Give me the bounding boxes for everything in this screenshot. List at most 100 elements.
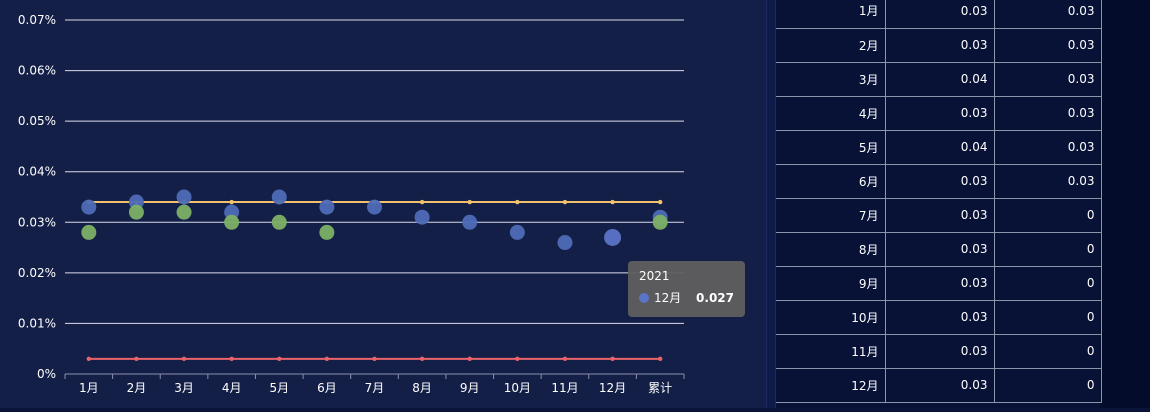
scatter-point-2021 [414,209,430,225]
tooltip-value: 0.027 [696,290,734,305]
value-b-cell: 0.03 [994,130,1102,165]
table-row: 7月 0.03 0 [776,198,1102,233]
value-b-cell: 0.03 [994,0,1102,29]
x-tick-label: 3月 [174,381,194,395]
month-cell: 11月 [776,334,886,369]
chart-tooltip: 2021 12月 0.027 [628,261,745,317]
value-a-cell: 0.03 [885,368,995,403]
line-marker-baseline [372,356,377,362]
value-a-cell: 0.03 [885,28,995,63]
y-tick-label: 0.04% [18,165,56,179]
month-cell: 7月 [776,198,886,233]
value-a-cell: 0.03 [885,198,995,233]
month-cell: 12月 [776,368,886,403]
value-a-cell: 0.03 [885,266,995,301]
line-marker-baseline [610,356,615,362]
month-cell: 1月 [776,0,886,29]
table-row: 12月 0.03 0 [776,368,1102,403]
table-row: 6月 0.03 0.03 [776,164,1102,199]
value-a-cell: 0.03 [885,334,995,369]
scatter-point-2021 [176,189,192,205]
data-table: 1月 0.03 0.03 2月 0.03 0.03 3月 0.04 0.03 4月 0.03 0.03… [776,0,1102,403]
line-marker-target [467,199,472,205]
panel-divider[interactable] [766,0,776,408]
x-tick-label: 8月 [412,381,432,395]
x-tick-label: 4月 [222,381,242,395]
value-a-cell: 0.03 [885,300,995,335]
tooltip-title: 2021 [639,269,670,283]
scatter-point-2021 [319,199,335,215]
y-tick-label: 0.05% [18,114,56,128]
value-b-cell: 0 [994,334,1102,369]
scatter-point-2020 [81,224,97,240]
y-tick-label: 0.03% [18,215,56,229]
line-marker-target [657,199,663,205]
scatter-point-2020 [319,224,335,240]
line-marker-target [419,199,425,205]
x-tick-label: 11月 [551,381,578,395]
table-row: 5月 0.04 0.03 [776,130,1102,165]
chart-panel: 0% 0.01% 0.02% 0.03% 0.04% 0.05% 0.06% 0.07% 1月 2… [0,0,766,408]
x-tick-label: 6月 [317,381,337,395]
month-cell: 6月 [776,164,886,199]
table-row: 1月 0.03 0.03 [776,0,1102,29]
x-tick-label: 5月 [269,381,289,395]
line-marker-baseline [229,356,234,362]
x-tick-label: 1月 [79,381,99,395]
month-cell: 4月 [776,96,886,131]
x-tick-label: 10月 [504,381,531,395]
scatter-point-2020 [652,214,668,230]
line-marker-baseline [324,356,330,362]
scatter-point-2020 [224,214,240,230]
line-marker-baseline [181,356,187,362]
scatter-point-2021 [604,228,622,246]
scatter-point-2021 [367,199,382,215]
value-a-cell: 0.03 [885,0,995,29]
value-b-cell: 0.03 [994,164,1102,199]
scatter-chart: 0% 0.01% 0.02% 0.03% 0.04% 0.05% 0.06% 0.07% 1月 2… [18,13,685,395]
y-tick-label: 0.07% [18,13,56,27]
line-marker-baseline [277,356,282,362]
y-tick-label: 0.01% [18,316,56,330]
value-a-cell: 0.04 [885,62,995,97]
x-tick-label: 2月 [127,381,147,395]
line-marker-target [562,199,568,205]
x-tick-label: 7月 [365,381,385,395]
line-marker-target [610,199,615,205]
table-row: 2月 0.03 0.03 [776,28,1102,63]
x-tick-label: 9月 [460,381,480,395]
month-cell: 10月 [776,300,886,335]
value-b-cell: 0.03 [994,62,1102,97]
line-marker-baseline [657,356,663,362]
value-b-cell: 0 [994,266,1102,301]
month-cell: 8月 [776,232,886,267]
value-a-cell: 0.04 [885,130,995,165]
line-marker-baseline [134,356,139,362]
scatter-point-2020 [128,204,144,220]
line-marker-baseline [86,356,92,362]
table-row: 8月 0.03 0 [776,232,1102,267]
line-marker-target [229,199,234,205]
scatter-point-2021 [462,214,478,230]
tooltip-row: 12月 0.027 [639,289,734,306]
month-cell: 2月 [776,28,886,63]
month-cell: 3月 [776,62,886,97]
table-row: 9月 0.03 0 [776,266,1102,301]
x-tick-label: 12月 [599,381,626,395]
scatter-point-2021 [509,224,525,240]
value-b-cell: 0 [994,368,1102,403]
y-tick-label: 0.02% [18,266,56,280]
value-b-cell: 0 [994,232,1102,267]
tooltip-label: 12月 [654,291,682,305]
y-tick-label: 0% [37,367,56,381]
value-b-cell: 0.03 [994,96,1102,131]
line-marker-baseline [467,356,472,362]
line-marker-baseline [419,356,425,362]
month-cell: 5月 [776,130,886,165]
value-a-cell: 0.03 [885,232,995,267]
scatter-point-2021 [81,199,97,215]
line-marker-baseline [562,356,568,362]
table-row: 4月 0.03 0.03 [776,96,1102,131]
right-strip [1100,0,1150,408]
tooltip-series-dot-icon [639,292,649,303]
